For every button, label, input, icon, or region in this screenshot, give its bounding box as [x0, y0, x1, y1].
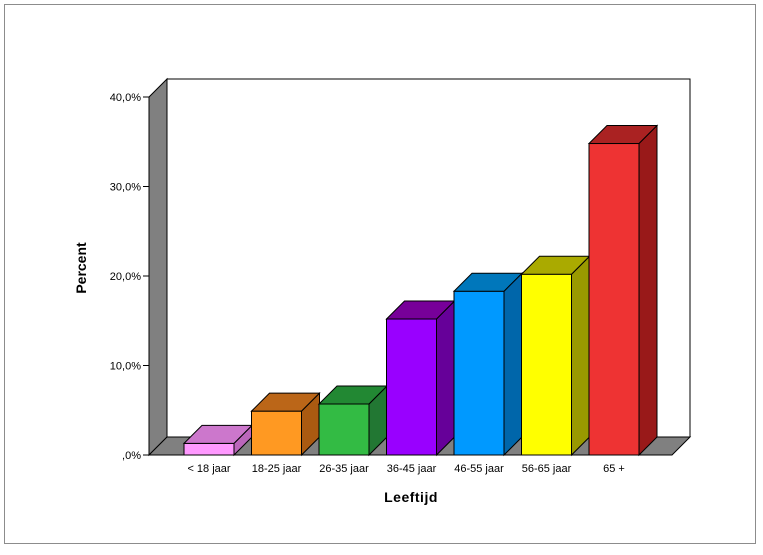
bar-front: [386, 318, 437, 456]
bar: [385, 299, 456, 457]
x-tick-label: 65 +: [603, 463, 625, 475]
bar-side: [638, 124, 658, 457]
bar-side: [436, 299, 455, 457]
bar: [520, 255, 591, 457]
bar-front: [521, 273, 572, 456]
bar-front: [588, 143, 640, 456]
y-tick-label: 30,0%: [110, 182, 141, 194]
x-tick-label: < 18 jaar: [187, 463, 230, 475]
y-tick-label: 10,0%: [110, 361, 141, 373]
x-axis-title: Leeftijd: [384, 489, 438, 505]
x-tick-label: 56-65 jaar: [522, 463, 572, 475]
x-tick-label: 26-35 jaar: [319, 463, 369, 475]
left-wall: [148, 77, 168, 457]
bar-front: [251, 410, 302, 456]
y-tick-label: ,0%: [122, 450, 141, 462]
y-tick-label: 20,0%: [110, 271, 141, 283]
bar-front: [183, 442, 235, 456]
bar-side: [503, 272, 523, 457]
bar-top: [587, 125, 659, 145]
bar-front: [318, 403, 370, 456]
x-axis: < 18 jaar 18-25 jaar 26-35 jaar 36-45 jaar 4…: [187, 463, 624, 475]
bar: [452, 272, 524, 457]
bar: [587, 124, 659, 457]
y-axis-title: Percent: [73, 242, 89, 294]
x-tick-label: 18-25 jaar: [252, 463, 302, 475]
y-tick-label: 40,0%: [110, 92, 141, 104]
y-axis: ,0% 10,0% 20,0% 30,0% 40,0%: [110, 92, 149, 462]
bar: [250, 391, 321, 457]
back-wall-outline: [166, 78, 691, 437]
x-tick-label: 36-45 jaar: [387, 463, 437, 475]
bar-top: [250, 392, 321, 412]
bar-front: [453, 290, 505, 456]
x-tick-label: 46-55 jaar: [454, 463, 504, 475]
bars: [182, 124, 659, 457]
bar-side: [571, 255, 590, 457]
bar: [317, 384, 389, 457]
